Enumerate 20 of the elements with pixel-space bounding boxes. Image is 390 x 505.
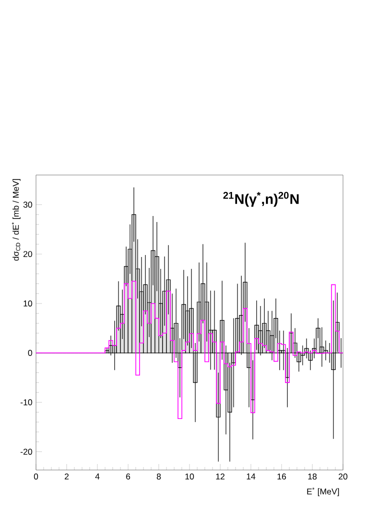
- x-tick-label: 20: [338, 474, 348, 480]
- x-tick-label: 2: [64, 474, 69, 480]
- text: $^{21}$N(γ$^{*}$,n)$^{20}$N: [223, 192, 299, 207]
- y-tick-label: 30: [23, 202, 32, 208]
- x-tick-label: 16: [278, 474, 286, 480]
- y-axis-title: dσ$_{CD}$ / dE$^{*}$ [mb / MeV]: [12, 179, 20, 261]
- y-tick-label: 20: [23, 251, 32, 258]
- x-axis-title: E$^{*}$ [MeV]: [307, 488, 339, 496]
- y-tick-label: -10: [20, 399, 32, 406]
- y-tick-label: 0: [28, 350, 32, 356]
- x-tick-label: 8: [156, 474, 161, 480]
- x-tick-label: 4: [95, 474, 100, 480]
- x-tick-label: 0: [34, 474, 38, 480]
- y-tick-label: -20: [20, 448, 32, 455]
- x-tick-label: 18: [308, 474, 317, 480]
- x-tick-label: 10: [185, 474, 194, 480]
- x-tick-label: 12: [216, 474, 224, 480]
- y-tick-label: 10: [24, 300, 32, 306]
- x-tick-label: 14: [246, 474, 256, 480]
- x-tick-label: 6: [126, 474, 130, 480]
